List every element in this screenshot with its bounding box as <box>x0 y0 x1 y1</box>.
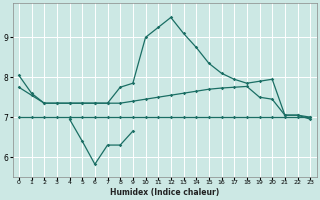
X-axis label: Humidex (Indice chaleur): Humidex (Indice chaleur) <box>110 188 219 197</box>
